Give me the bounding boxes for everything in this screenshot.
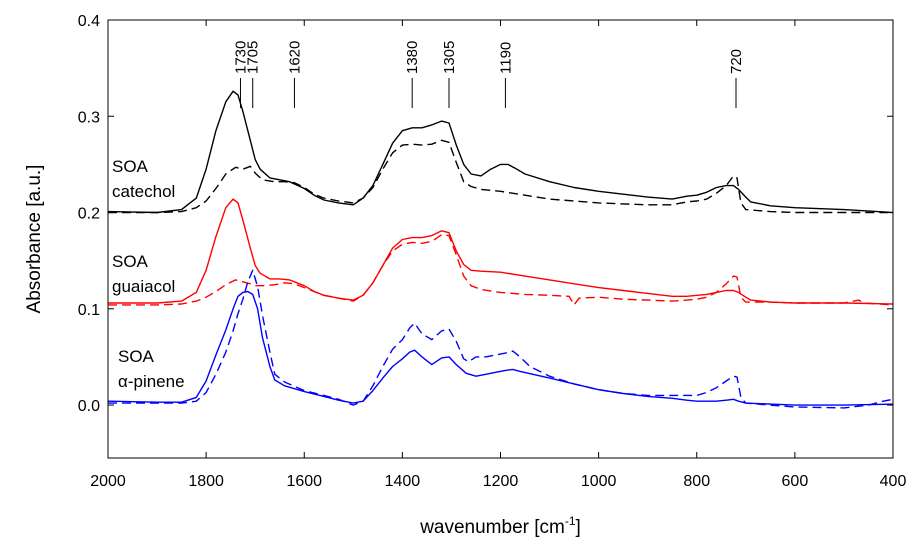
x-tick-label: 2000	[90, 473, 126, 490]
peak-marker-label: 1620	[286, 41, 303, 74]
y-tick-label: 0.1	[78, 302, 100, 319]
x-tick-label: 1800	[188, 473, 224, 490]
annotation-pinene-line1: SOA	[118, 347, 155, 366]
sample-annotations: SOA catechol SOA guaiacol SOA α-pinene	[112, 157, 185, 391]
series-guaiacol-dashed	[108, 234, 893, 306]
x-tick-label: 1600	[286, 473, 322, 490]
series-pinene-dashed	[108, 269, 893, 409]
annotation-guaiacol-line2: guaiacol	[112, 277, 175, 296]
series-pinene-solid	[108, 290, 893, 406]
annotation-catechol-line1: SOA	[112, 157, 149, 176]
y-tick-label: 0.3	[78, 109, 100, 126]
x-tick-label: 1400	[385, 473, 421, 490]
peak-marker-label: 1380	[404, 41, 421, 74]
x-axis-title-superscript: -1	[565, 514, 576, 528]
x-axis-title-main: wavenumber [cm	[419, 517, 565, 538]
peak-marker-label: 1305	[441, 41, 458, 74]
annotation-pinene-line2: α-pinene	[118, 372, 185, 391]
x-axis-title-end: ]	[576, 517, 581, 538]
series-guaiacol-solid	[108, 198, 893, 305]
annotation-catechol-line2: catechol	[112, 182, 175, 201]
annotation-guaiacol-line1: SOA	[112, 252, 149, 271]
plot-area	[108, 90, 893, 409]
x-tick-label: 400	[880, 473, 907, 490]
x-tick-label: 1000	[581, 473, 617, 490]
x-axis: 2000 1800 1600 1400 1200 1000 800 600 400	[90, 20, 906, 490]
x-axis-title: wavenumber [cm-1]	[419, 514, 581, 538]
y-tick-label: 0.0	[78, 398, 100, 415]
x-tick-label: 1200	[483, 473, 519, 490]
y-tick-label: 0.4	[78, 13, 100, 30]
peak-marker-label: 1190	[497, 42, 514, 74]
x-tick-label: 800	[683, 473, 710, 490]
y-tick-label: 0.2	[78, 206, 100, 223]
x-tick-label: 600	[782, 473, 809, 490]
y-axis-title: Absorbance [a.u.]	[24, 165, 45, 314]
peak-marker-label: 720	[728, 49, 745, 74]
series-catechol-solid	[108, 90, 893, 214]
y-axis: 0.0 0.1 0.2 0.3 0.4	[78, 13, 893, 415]
plot-frame	[107, 19, 894, 459]
peak-marker-label: 1705	[245, 41, 262, 74]
series-catechol-dashed	[108, 139, 893, 214]
peak-marker-label: 1730	[232, 41, 249, 74]
